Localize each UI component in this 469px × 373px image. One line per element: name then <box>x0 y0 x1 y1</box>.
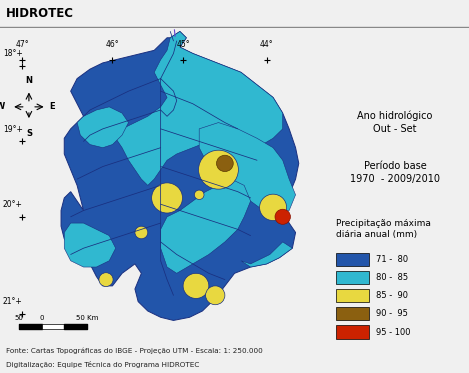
Text: 85 -  90: 85 - 90 <box>376 291 408 300</box>
Text: 50: 50 <box>15 315 24 321</box>
Circle shape <box>217 155 233 172</box>
Text: HIDROTEC: HIDROTEC <box>6 7 74 20</box>
Text: 47°: 47° <box>15 40 29 49</box>
Text: N: N <box>25 76 32 85</box>
Polygon shape <box>160 179 250 273</box>
Bar <box>336 307 369 320</box>
Text: W: W <box>0 102 6 112</box>
Text: Precipitação máxima
diária anual (mm): Precipitação máxima diária anual (mm) <box>336 219 431 239</box>
Polygon shape <box>241 242 292 267</box>
Text: 19°+: 19°+ <box>3 125 23 134</box>
Text: 21°+: 21°+ <box>3 297 23 306</box>
Text: Ano hidrológico
Out - Set: Ano hidrológico Out - Set <box>357 111 433 134</box>
Polygon shape <box>116 31 283 185</box>
Circle shape <box>275 209 290 224</box>
Circle shape <box>259 194 287 220</box>
Text: 20°+: 20°+ <box>3 200 23 209</box>
Text: 46°: 46° <box>106 40 119 49</box>
Text: 71 -  80: 71 - 80 <box>376 255 408 264</box>
Bar <box>336 253 369 266</box>
Text: 44°: 44° <box>260 40 273 49</box>
Text: 45°: 45° <box>176 40 190 49</box>
Text: 90 -  95: 90 - 95 <box>376 309 408 318</box>
Circle shape <box>99 273 113 286</box>
Text: 95 - 100: 95 - 100 <box>376 327 410 336</box>
Text: 0: 0 <box>39 315 44 321</box>
Circle shape <box>198 150 238 189</box>
Text: Período base
1970  - 2009/2010: Período base 1970 - 2009/2010 <box>350 161 440 184</box>
Text: E: E <box>49 102 55 112</box>
Text: S: S <box>26 129 32 138</box>
Bar <box>336 271 369 284</box>
Text: Digitalização: Equipe Técnica do Programa HIDROTEC: Digitalização: Equipe Técnica do Program… <box>6 361 199 368</box>
Bar <box>336 326 369 339</box>
Polygon shape <box>64 223 116 267</box>
Text: Fonte: Cartas Topográficas do IBGE - Projeção UTM - Escala: 1: 250.000: Fonte: Cartas Topográficas do IBGE - Pro… <box>6 348 262 354</box>
Circle shape <box>135 226 148 239</box>
Bar <box>336 289 369 302</box>
Text: 50 Km: 50 Km <box>76 315 98 321</box>
Circle shape <box>205 286 225 305</box>
Text: 80 -  85: 80 - 85 <box>376 273 408 282</box>
Polygon shape <box>199 123 295 217</box>
Polygon shape <box>61 31 299 320</box>
Circle shape <box>183 273 209 298</box>
Text: 18°+: 18°+ <box>3 49 23 58</box>
Polygon shape <box>77 107 129 148</box>
Circle shape <box>151 183 182 213</box>
Circle shape <box>194 190 204 200</box>
